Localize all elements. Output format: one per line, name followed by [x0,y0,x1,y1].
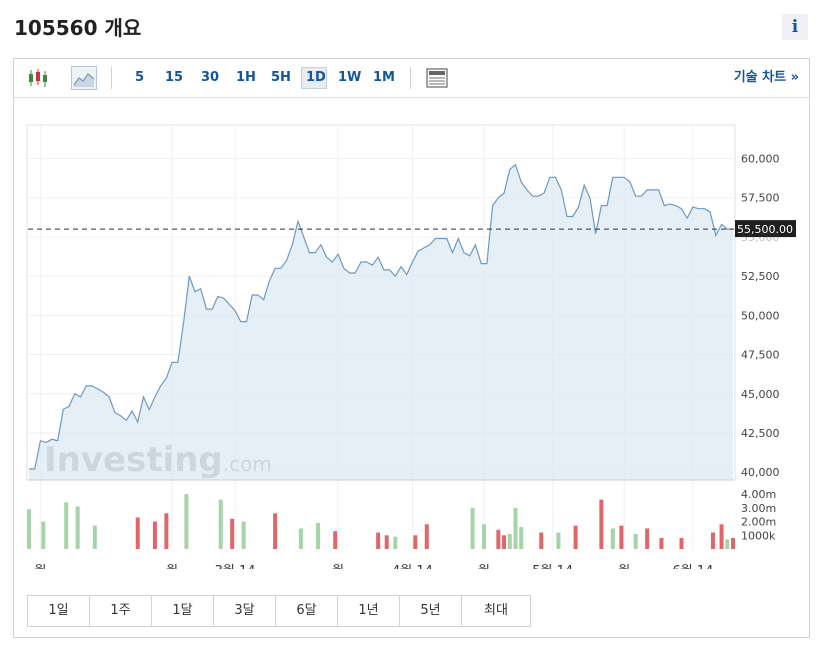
y-tick-label: 57,500 [741,192,780,205]
volume-bar [27,509,31,549]
y-tick-label: 40,000 [741,466,780,479]
technical-chart-link[interactable]: 기술 차트 » [733,70,799,85]
volume-bar [92,525,97,549]
volume-bar [424,524,429,549]
volume-bar [725,539,730,549]
volume-bar [152,521,157,549]
volume-bar [135,517,140,549]
y-tick-label: 42,500 [741,427,780,440]
news-overlay-icon[interactable] [424,66,450,90]
y-tick-label: 55,000 [741,231,780,244]
candlestick-icon[interactable] [26,66,52,90]
y-tick-label: 52,500 [741,270,780,283]
volume-bar [413,535,418,549]
volume-bar [519,527,524,549]
timeframe-1h[interactable]: 1H [236,70,256,85]
x-tick-label: 월 [34,564,46,569]
volume-bar [633,533,638,549]
timeframe-1d[interactable]: 1D [301,67,327,89]
range-button[interactable]: 1년 [338,596,400,626]
x-tick-label: 월 [618,564,630,569]
volume-bar [599,499,604,549]
volume-bar [64,502,69,549]
volume-bar [393,536,398,549]
x-tick-label: 4월 14 [392,564,433,569]
timeframe-5[interactable]: 5 [135,70,145,85]
x-tick-label: 3월 14 [215,564,256,569]
volume-bar [573,525,578,549]
price-area-fill [29,164,733,481]
volume-bar [470,507,475,549]
volume-bar [719,524,724,549]
volume-bar [610,528,615,549]
volume-bar [316,522,321,549]
last-price-badge [735,220,796,238]
volume-bar [273,513,278,549]
y-tick-label: 45,000 [741,388,780,401]
volume-bar [298,528,303,549]
volume-bar [556,532,561,549]
volume-bar [184,494,189,549]
volume-bar [496,529,501,549]
range-button[interactable]: 5년 [400,596,462,626]
volume-bar [731,538,735,549]
volume-tick-label: 2.00m [741,516,776,529]
range-button[interactable]: 3달 [214,596,276,626]
volume-tick-label: 3.00m [741,502,776,515]
volume-bar [333,531,338,549]
timeframe-30[interactable]: 30 [201,70,220,85]
volume-bar [230,518,235,549]
range-button[interactable]: 최대 [462,596,530,626]
volume-bar [218,499,223,549]
volume-bar [645,528,650,549]
range-selector: 1일 1주 1달 3달 6달 1년 5년 최대 [27,595,531,627]
volume-bar [679,538,684,549]
x-tick-label: 월 [478,564,490,569]
volume-bar [164,513,169,549]
volume-bar [482,524,487,549]
x-tick-label: 5월 14 [532,564,573,569]
volume-bar [502,535,507,549]
x-tick-label: 월 [332,564,344,569]
chart-toolbar: 5 15 30 1H 5H 1D 1W 1M 기술 차트 » [14,59,809,98]
volume-bar [659,538,664,549]
page-title: 105560 개요 [14,16,142,40]
range-button[interactable]: 6달 [276,596,338,626]
y-tick-label: 47,500 [741,349,780,362]
y-tick-label: 60,000 [741,153,780,166]
volume-bar [75,506,80,549]
toolbar-separator [111,67,112,89]
volume-bar [507,533,512,549]
volume-tick-label: 1000k [741,529,776,542]
y-tick-label: 50,000 [741,309,780,322]
volume-bar [41,521,46,549]
info-button[interactable]: i [782,14,808,40]
timeframe-1w[interactable]: 1W [338,70,362,85]
range-button[interactable]: 1달 [152,596,214,626]
timeframe-5h[interactable]: 5H [271,70,291,85]
price-chart[interactable]: Investing.com 55,500.00 60,00057,50055,0… [14,59,809,569]
volume-bar [619,525,624,549]
volume-bar [513,507,518,549]
x-tick-label: 월 [166,564,178,569]
timeframe-15[interactable]: 15 [165,70,184,85]
timeframe-1m[interactable]: 1M [373,70,395,85]
volume-tick-label: 4.00m [741,488,776,501]
volume-bar [241,521,246,549]
toolbar-separator [410,67,411,89]
range-button[interactable]: 1주 [90,596,152,626]
x-tick-label: 6월 14 [672,564,713,569]
volume-bar [710,532,715,549]
last-price-label: 55,500.00 [737,223,793,236]
range-button[interactable]: 1일 [28,596,90,626]
volume-bar [384,535,389,549]
volume-bar [376,532,381,549]
volume-bar [539,532,544,549]
price-line [29,163,733,470]
area-chart-icon[interactable] [71,66,97,90]
